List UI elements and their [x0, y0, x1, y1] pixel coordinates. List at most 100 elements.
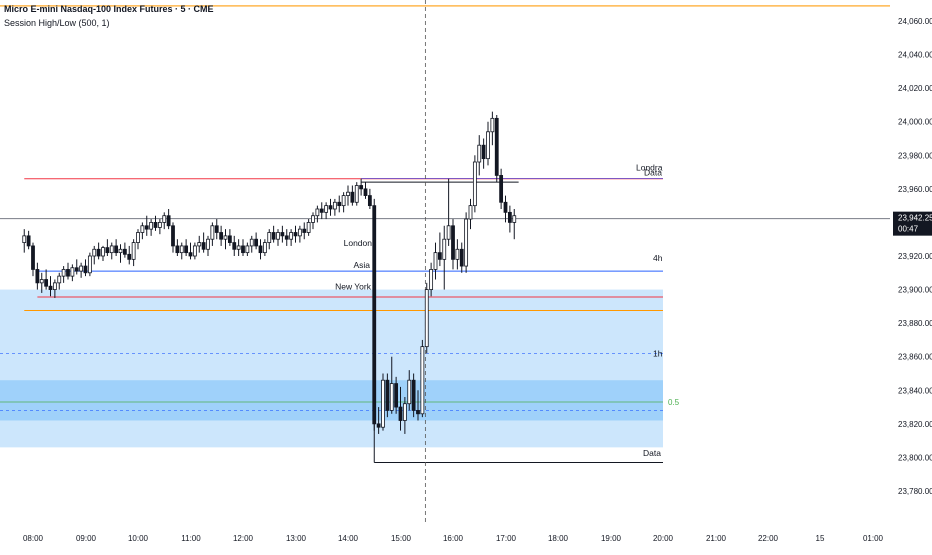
candle-body [219, 232, 224, 240]
candle [398, 386, 403, 431]
candle [402, 397, 407, 434]
candle [171, 222, 175, 253]
candle [44, 269, 49, 290]
candle-body [337, 201, 342, 207]
label-1h: 1h [653, 349, 663, 359]
last-price-text: 23,942.25 [898, 214, 932, 223]
candle [144, 215, 149, 236]
candle-body [236, 245, 241, 250]
candle [451, 219, 455, 270]
candle [236, 239, 241, 256]
label-asia: Asia [353, 260, 370, 270]
time-tick-label: 20:00 [653, 534, 674, 543]
candle-body [293, 232, 298, 237]
candle [70, 264, 75, 282]
symbol-title[interactable]: Micro E-mini Nasdaq-100 Index Futures · … [4, 4, 214, 14]
candle-body [206, 238, 210, 250]
candle-body [96, 248, 101, 257]
price-tick-label: 24,000.00 [898, 118, 932, 127]
candle [394, 376, 399, 414]
candle [367, 188, 372, 209]
candle [105, 239, 110, 256]
zone-inner-zone [0, 380, 663, 421]
candle-body [420, 346, 425, 415]
candle-body [197, 242, 202, 247]
candle-body [311, 215, 315, 223]
candle-body [92, 248, 97, 257]
candle [241, 239, 245, 256]
price-tick-label: 23,840.00 [898, 386, 932, 395]
candle [315, 205, 320, 223]
candle-body [372, 205, 377, 425]
indicator-legend[interactable]: Session High/Low (500, 1) [4, 18, 110, 28]
candle-body [398, 406, 403, 421]
candle [175, 239, 180, 256]
candle-body [57, 275, 62, 284]
label-data-top: Data [644, 167, 662, 177]
candle [280, 225, 285, 243]
candle-body [297, 228, 302, 237]
candle [332, 198, 337, 216]
candle-body [52, 282, 57, 290]
candle-body [464, 218, 469, 267]
candle-body [83, 265, 88, 274]
candle-body [289, 232, 294, 240]
candle [184, 239, 189, 256]
candle [507, 205, 512, 233]
candle-body [328, 205, 333, 210]
candle-body [276, 232, 280, 240]
label-londra: Londra [636, 162, 663, 172]
candle-body [22, 235, 27, 243]
candle [74, 259, 79, 275]
candle-body [166, 215, 171, 227]
candle-body [416, 410, 420, 415]
candle [494, 115, 499, 183]
candle [127, 245, 132, 265]
candle-body [201, 242, 206, 250]
candle [306, 219, 311, 236]
candle-body [437, 252, 442, 260]
candle [328, 198, 333, 216]
candle-body [127, 253, 132, 260]
candle-body [442, 238, 447, 260]
candle [87, 252, 92, 277]
candle [429, 262, 434, 297]
candle [136, 229, 140, 250]
candle [101, 245, 105, 262]
candle-body [184, 245, 189, 254]
candle [455, 239, 460, 270]
candle [503, 195, 508, 223]
candle [433, 242, 438, 280]
time-axis: 08:00 09:00 10:00 11:00 12:00 13:00 14:00 15:00… [23, 534, 884, 543]
candle-body [350, 191, 355, 203]
candle [57, 272, 62, 290]
candle-body [459, 248, 464, 267]
candle [424, 282, 429, 354]
candle [376, 407, 381, 434]
candle-body [131, 242, 136, 260]
candle [289, 229, 294, 246]
candle-body [494, 117, 499, 176]
candle [140, 222, 145, 240]
time-tick-label: 01:00 [863, 534, 884, 543]
candle [48, 276, 53, 297]
candle-body [254, 238, 259, 247]
candle-body [136, 232, 140, 243]
candle [262, 239, 267, 256]
candle [118, 244, 123, 263]
candle-body [214, 225, 219, 233]
candle [192, 242, 197, 260]
candle [354, 182, 359, 206]
candle [385, 373, 390, 418]
candle [381, 373, 385, 431]
candle-body [381, 379, 385, 428]
candle [149, 219, 154, 236]
candle [83, 259, 88, 277]
candle-body [302, 228, 307, 233]
time-tick-label: 10:00 [128, 534, 149, 543]
candle [324, 202, 329, 220]
candle [490, 111, 495, 146]
candle [157, 219, 162, 235]
